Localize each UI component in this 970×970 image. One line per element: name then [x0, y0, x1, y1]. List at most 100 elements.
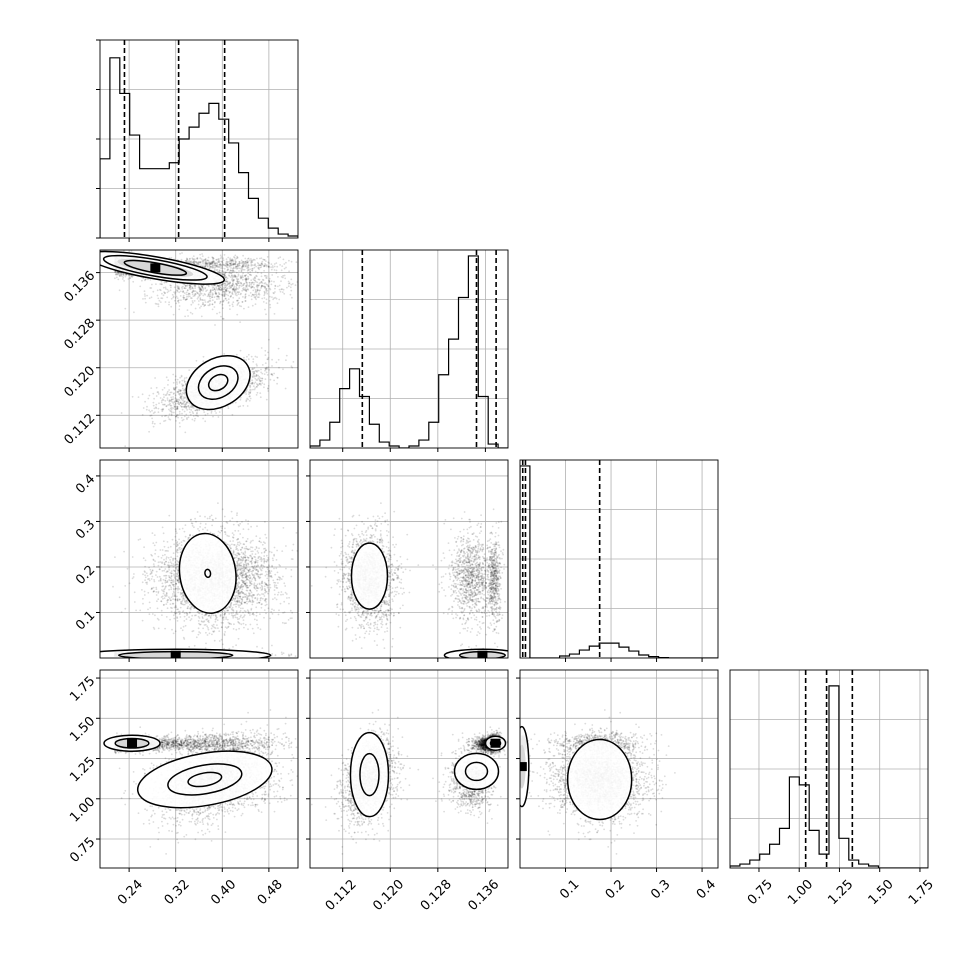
point — [249, 386, 252, 389]
point — [235, 277, 238, 280]
point — [223, 275, 226, 278]
point — [191, 300, 194, 302]
point — [217, 291, 220, 294]
point — [256, 383, 258, 385]
point — [217, 260, 220, 263]
point — [189, 413, 192, 416]
point — [239, 275, 242, 277]
point — [217, 284, 219, 287]
point — [224, 284, 227, 286]
point — [244, 261, 247, 264]
point — [178, 286, 180, 289]
point — [249, 397, 252, 400]
point — [255, 285, 258, 288]
point — [232, 263, 235, 266]
point — [260, 287, 262, 289]
point — [220, 288, 222, 291]
point — [238, 262, 240, 265]
point — [235, 288, 238, 291]
point — [237, 301, 240, 304]
point — [247, 398, 250, 401]
point — [166, 390, 169, 393]
point — [244, 264, 246, 267]
point — [227, 294, 230, 297]
point — [231, 258, 234, 260]
point — [283, 292, 286, 295]
point — [203, 293, 206, 295]
point — [262, 285, 265, 287]
point — [211, 262, 214, 265]
point — [174, 292, 176, 295]
point — [157, 305, 160, 308]
point — [162, 286, 165, 289]
point — [182, 296, 185, 299]
point — [276, 377, 279, 379]
point — [237, 299, 240, 302]
point — [225, 276, 227, 278]
point — [253, 264, 256, 266]
point — [265, 287, 268, 290]
point — [117, 271, 120, 274]
point — [168, 418, 171, 420]
point — [261, 263, 264, 266]
point — [209, 289, 212, 291]
point — [235, 292, 238, 295]
point — [214, 290, 217, 293]
point — [248, 391, 250, 394]
point — [245, 274, 248, 276]
point — [265, 367, 267, 369]
point — [267, 387, 269, 389]
point — [168, 393, 170, 396]
point — [233, 290, 236, 292]
point — [221, 283, 224, 286]
point — [167, 379, 170, 382]
point — [222, 270, 225, 273]
point — [141, 279, 143, 282]
point — [177, 401, 180, 404]
point — [264, 349, 267, 352]
point — [232, 279, 235, 282]
point — [215, 293, 218, 295]
point — [235, 287, 238, 290]
point — [121, 273, 123, 276]
point — [232, 259, 235, 262]
point — [271, 265, 274, 267]
point — [285, 359, 287, 362]
point — [204, 261, 207, 264]
point — [184, 388, 186, 391]
point — [251, 367, 254, 370]
point — [257, 267, 260, 270]
point — [175, 302, 178, 305]
point — [197, 261, 200, 264]
point — [221, 294, 224, 296]
point — [270, 268, 273, 271]
point — [152, 404, 155, 407]
point — [174, 397, 177, 399]
point — [212, 257, 215, 259]
point — [214, 324, 216, 326]
point — [254, 369, 257, 372]
point — [260, 272, 263, 275]
point — [279, 256, 282, 259]
point — [202, 417, 205, 420]
point — [224, 272, 227, 275]
point — [242, 263, 245, 266]
point — [244, 299, 247, 302]
point — [207, 262, 210, 265]
point — [144, 278, 147, 281]
point — [259, 392, 262, 394]
point — [158, 299, 161, 302]
point — [223, 353, 226, 355]
point — [131, 395, 134, 398]
point — [225, 280, 228, 283]
point — [204, 259, 207, 262]
point — [210, 410, 213, 413]
point — [220, 264, 222, 267]
point — [164, 286, 167, 289]
point — [247, 264, 250, 266]
point — [263, 291, 266, 294]
point — [236, 256, 239, 259]
point — [160, 283, 163, 286]
